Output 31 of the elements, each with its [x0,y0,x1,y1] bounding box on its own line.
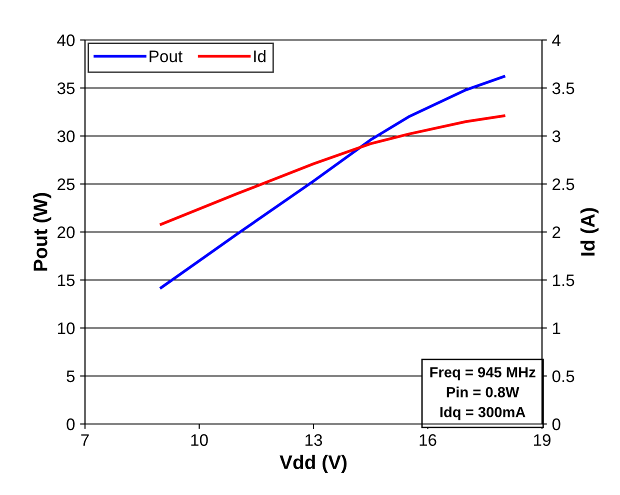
y-tick-label: 40 [57,34,75,46]
x-tick-label: 16 [420,434,436,446]
y-tick-label: 0 [66,418,75,430]
legend-label: Id [254,50,266,62]
y2-tick-label: 1.5 [552,274,574,286]
y-tick-label: 30 [57,130,75,142]
x-tick-label: 7 [81,434,89,446]
y-tick-label: 5 [66,370,75,382]
annotation: Freq = 945 MHz Pin = 0.8W Idq = 300mA [430,367,536,420]
line-series [160,114,506,226]
y-axis-title: Pout (W) [33,193,52,271]
y2-tick-label: 0 [552,418,560,430]
y2-tick-label: 3 [552,130,560,142]
y-tick-label: 20 [58,226,75,238]
y2-tick-label: 3.5 [552,82,574,94]
y-tick-label: 15 [58,274,75,286]
y2-tick-label: 2 [552,226,560,238]
x-axis-title: Vdd (V) [280,454,347,473]
y2-axis-title: Id (A) [580,208,599,256]
y2-tick-label: 4 [552,34,561,46]
y-tick-label: 35 [57,82,75,94]
y2-tick-label: 2.5 [552,178,574,190]
y2-tick-label: 1 [552,322,560,334]
x-tick-label: 19 [534,434,550,446]
x-tick-label: 13 [306,434,322,446]
x-tick-label: 10 [191,434,208,446]
legend-label: Pout [150,50,182,62]
y-tick-label: 10 [58,322,75,334]
line-series [160,75,506,290]
y2-tick-label: 0.5 [552,370,574,382]
y-tick-label: 25 [58,178,75,190]
